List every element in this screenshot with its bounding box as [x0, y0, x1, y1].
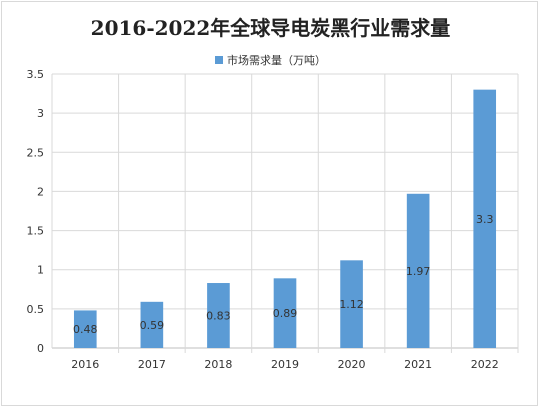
data-label: 0.59: [140, 319, 165, 332]
bars-layer: [73, 89, 497, 349]
chart-title: 2016-2022年全球导电炭黑行业需求量: [90, 16, 451, 40]
legend: 市场需求量（万吨）: [0, 52, 541, 68]
y-tick-label: 1.5: [27, 225, 45, 238]
y-tick-label: 0.5: [27, 303, 45, 316]
data-labels: 0.48 0.59 0.83 0.89 1.12 1.97 3.3: [73, 213, 493, 336]
bar: [406, 193, 430, 348]
y-tick-labels: 0 0.5 1 1.5 2 2.5 3 3.5: [27, 68, 45, 355]
bar: [473, 89, 497, 349]
x-tick-label: 2018: [204, 358, 232, 371]
y-tick-label: 3: [37, 107, 44, 120]
y-tick-label: 3.5: [27, 68, 45, 81]
bar: [340, 260, 363, 348]
bar: [73, 310, 97, 348]
x-tick-label: 2022: [471, 358, 499, 371]
data-label: 1.97: [406, 265, 431, 278]
data-label: 0.89: [273, 307, 298, 320]
bar: [207, 283, 230, 348]
legend-label: 市场需求量（万吨）: [227, 54, 326, 67]
y-tick-label: 2: [37, 185, 44, 198]
x-tick-label: 2016: [71, 358, 99, 371]
x-tick-label: 2020: [338, 358, 366, 371]
x-tick-label: 2017: [138, 358, 166, 371]
x-tick-labels: 2016 2017 2018 2019 2020 2021 2022: [71, 358, 498, 371]
data-label: 0.48: [73, 323, 98, 336]
x-tick-label: 2021: [404, 358, 432, 371]
y-tick-label: 1: [37, 264, 44, 277]
bar: [140, 301, 164, 348]
data-label: 3.3: [476, 213, 494, 226]
bar: [273, 278, 297, 348]
legend-swatch: [215, 56, 223, 64]
x-tick-label: 2019: [271, 358, 299, 371]
y-tick-label: 2.5: [27, 146, 45, 159]
grid-layer: [51, 73, 519, 353]
data-label: 1.12: [339, 298, 364, 311]
y-tick-label: 0: [37, 342, 44, 355]
data-label: 0.83: [206, 310, 231, 323]
